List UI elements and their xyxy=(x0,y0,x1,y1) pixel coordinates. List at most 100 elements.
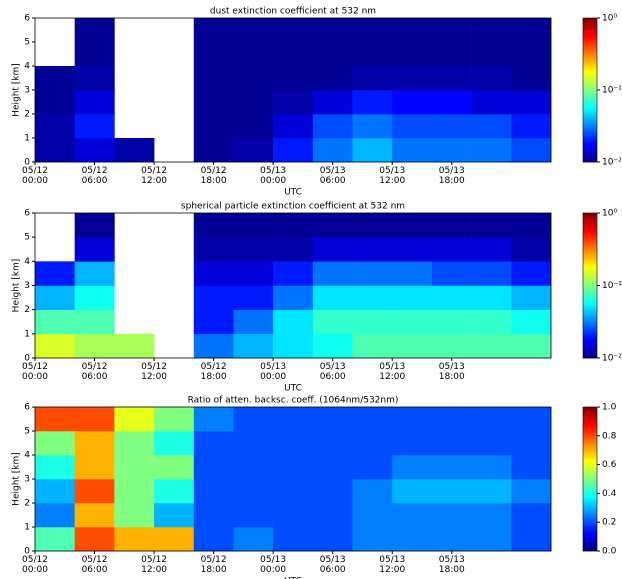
colorbar-step xyxy=(583,452,597,456)
colorbar-step xyxy=(583,476,597,480)
colorbar-step xyxy=(583,541,597,545)
colorbar-step xyxy=(583,500,597,504)
colorbar-step xyxy=(583,455,597,458)
colorbar-step xyxy=(583,25,597,28)
colorbar-step xyxy=(583,42,597,45)
heatmap-cell xyxy=(352,503,393,528)
heatmap-cell xyxy=(74,455,115,480)
heatmap-cell xyxy=(352,90,393,115)
colorbar-step xyxy=(583,447,597,451)
heatmap-cell xyxy=(392,431,433,456)
heatmap-cell xyxy=(352,138,393,163)
heatmap-cell xyxy=(392,42,433,67)
heatmap-cell xyxy=(233,333,274,359)
heatmap-cell xyxy=(35,90,75,115)
colorbar-step xyxy=(583,419,597,422)
x-tick-label: 05/12 00:00 xyxy=(22,555,48,575)
heatmap-cell xyxy=(392,479,433,504)
heatmap-cell xyxy=(431,237,472,262)
colorbar-step xyxy=(583,244,597,248)
heatmap-cell xyxy=(511,138,552,163)
heatmap-cell xyxy=(312,213,353,238)
chart-title: spherical particle extinction coefficien… xyxy=(181,202,405,212)
heatmap-cell xyxy=(154,503,195,528)
heatmap-cell xyxy=(352,333,393,359)
heatmap-cell xyxy=(114,407,155,432)
heatmap-cell xyxy=(511,261,552,286)
heatmap-cell xyxy=(471,114,512,139)
colorbar-step xyxy=(583,355,597,359)
y-tick-label: 1 xyxy=(24,134,30,144)
heatmap-cell xyxy=(35,138,75,163)
x-tick-label: 05/12 00:00 xyxy=(22,166,48,186)
colorbar-step xyxy=(583,517,597,521)
colorbar-step xyxy=(583,126,597,129)
colorbar-step xyxy=(583,522,597,525)
y-tick-label: 6 xyxy=(24,209,30,219)
heatmap-cell xyxy=(233,138,274,163)
colorbar-step xyxy=(583,431,597,434)
x-axis-label: UTC xyxy=(284,577,302,579)
colorbar-step xyxy=(583,273,597,277)
heatmap-cell xyxy=(471,455,512,480)
colorbar-step xyxy=(583,483,597,487)
colorbar-step xyxy=(583,128,597,132)
colorbar-step xyxy=(583,123,597,127)
heatmap-cell xyxy=(233,261,274,286)
colorbar-step xyxy=(583,312,597,315)
heatmap-cell xyxy=(511,237,552,262)
y-tick-label: 6 xyxy=(24,403,30,413)
heatmap-cell xyxy=(312,42,353,67)
heatmap-cell xyxy=(273,431,314,456)
colorbar-step xyxy=(583,22,597,26)
colorbar-step xyxy=(583,229,597,233)
colorbar-step xyxy=(583,261,597,265)
heatmap-cell xyxy=(392,527,433,552)
heatmap-cell xyxy=(273,309,314,335)
colorbar-step xyxy=(583,331,597,335)
heatmap-cell xyxy=(35,333,75,359)
colorbar-step xyxy=(583,109,597,112)
heatmap-cell xyxy=(273,407,314,432)
colorbar-step xyxy=(583,345,597,349)
colorbar-step xyxy=(583,220,597,223)
colorbar-step xyxy=(583,227,597,231)
colorbar-step xyxy=(583,39,597,43)
heatmap-cell xyxy=(193,285,234,310)
colorbar-step xyxy=(583,498,597,501)
colorbar-step xyxy=(583,68,597,72)
x-tick-label: 05/12 18:00 xyxy=(200,362,227,382)
heatmap-cell xyxy=(74,114,115,139)
colorbar-step xyxy=(583,488,597,492)
colorbar-step xyxy=(583,467,597,470)
heatmap-cell xyxy=(74,261,115,286)
heatmap-cell xyxy=(233,431,274,456)
heatmap-cell xyxy=(431,213,472,238)
heatmap-cell xyxy=(431,90,472,115)
heatmap-cell xyxy=(74,42,115,67)
heatmap-cell xyxy=(312,66,353,91)
heatmap-cell xyxy=(273,261,314,286)
y-tick-label: 5 xyxy=(24,427,30,437)
colorbar-step xyxy=(583,416,597,420)
colorbar-step xyxy=(583,239,597,243)
heatmap-cell xyxy=(471,479,512,504)
y-axis-label: Height [km] xyxy=(12,452,22,506)
heatmap-cell xyxy=(193,431,234,456)
colorbar-step xyxy=(583,150,597,153)
heatmap-cell xyxy=(352,407,393,432)
heatmap-cell xyxy=(74,479,115,504)
colorbar-step xyxy=(583,82,597,86)
heatmap-cell xyxy=(431,527,472,552)
x-tick-label: 05/12 12:00 xyxy=(141,555,168,575)
heatmap-cell xyxy=(35,114,75,139)
colorbar-step xyxy=(583,263,597,267)
heatmap-cell xyxy=(352,114,393,139)
colorbar-step xyxy=(583,495,597,499)
heatmap-cell xyxy=(35,479,75,504)
colorbar-step xyxy=(583,70,597,74)
heatmap-cell xyxy=(154,527,195,552)
heatmap-cell xyxy=(74,237,115,262)
heatmap-cell xyxy=(114,455,155,480)
y-tick-label: 5 xyxy=(24,38,30,48)
